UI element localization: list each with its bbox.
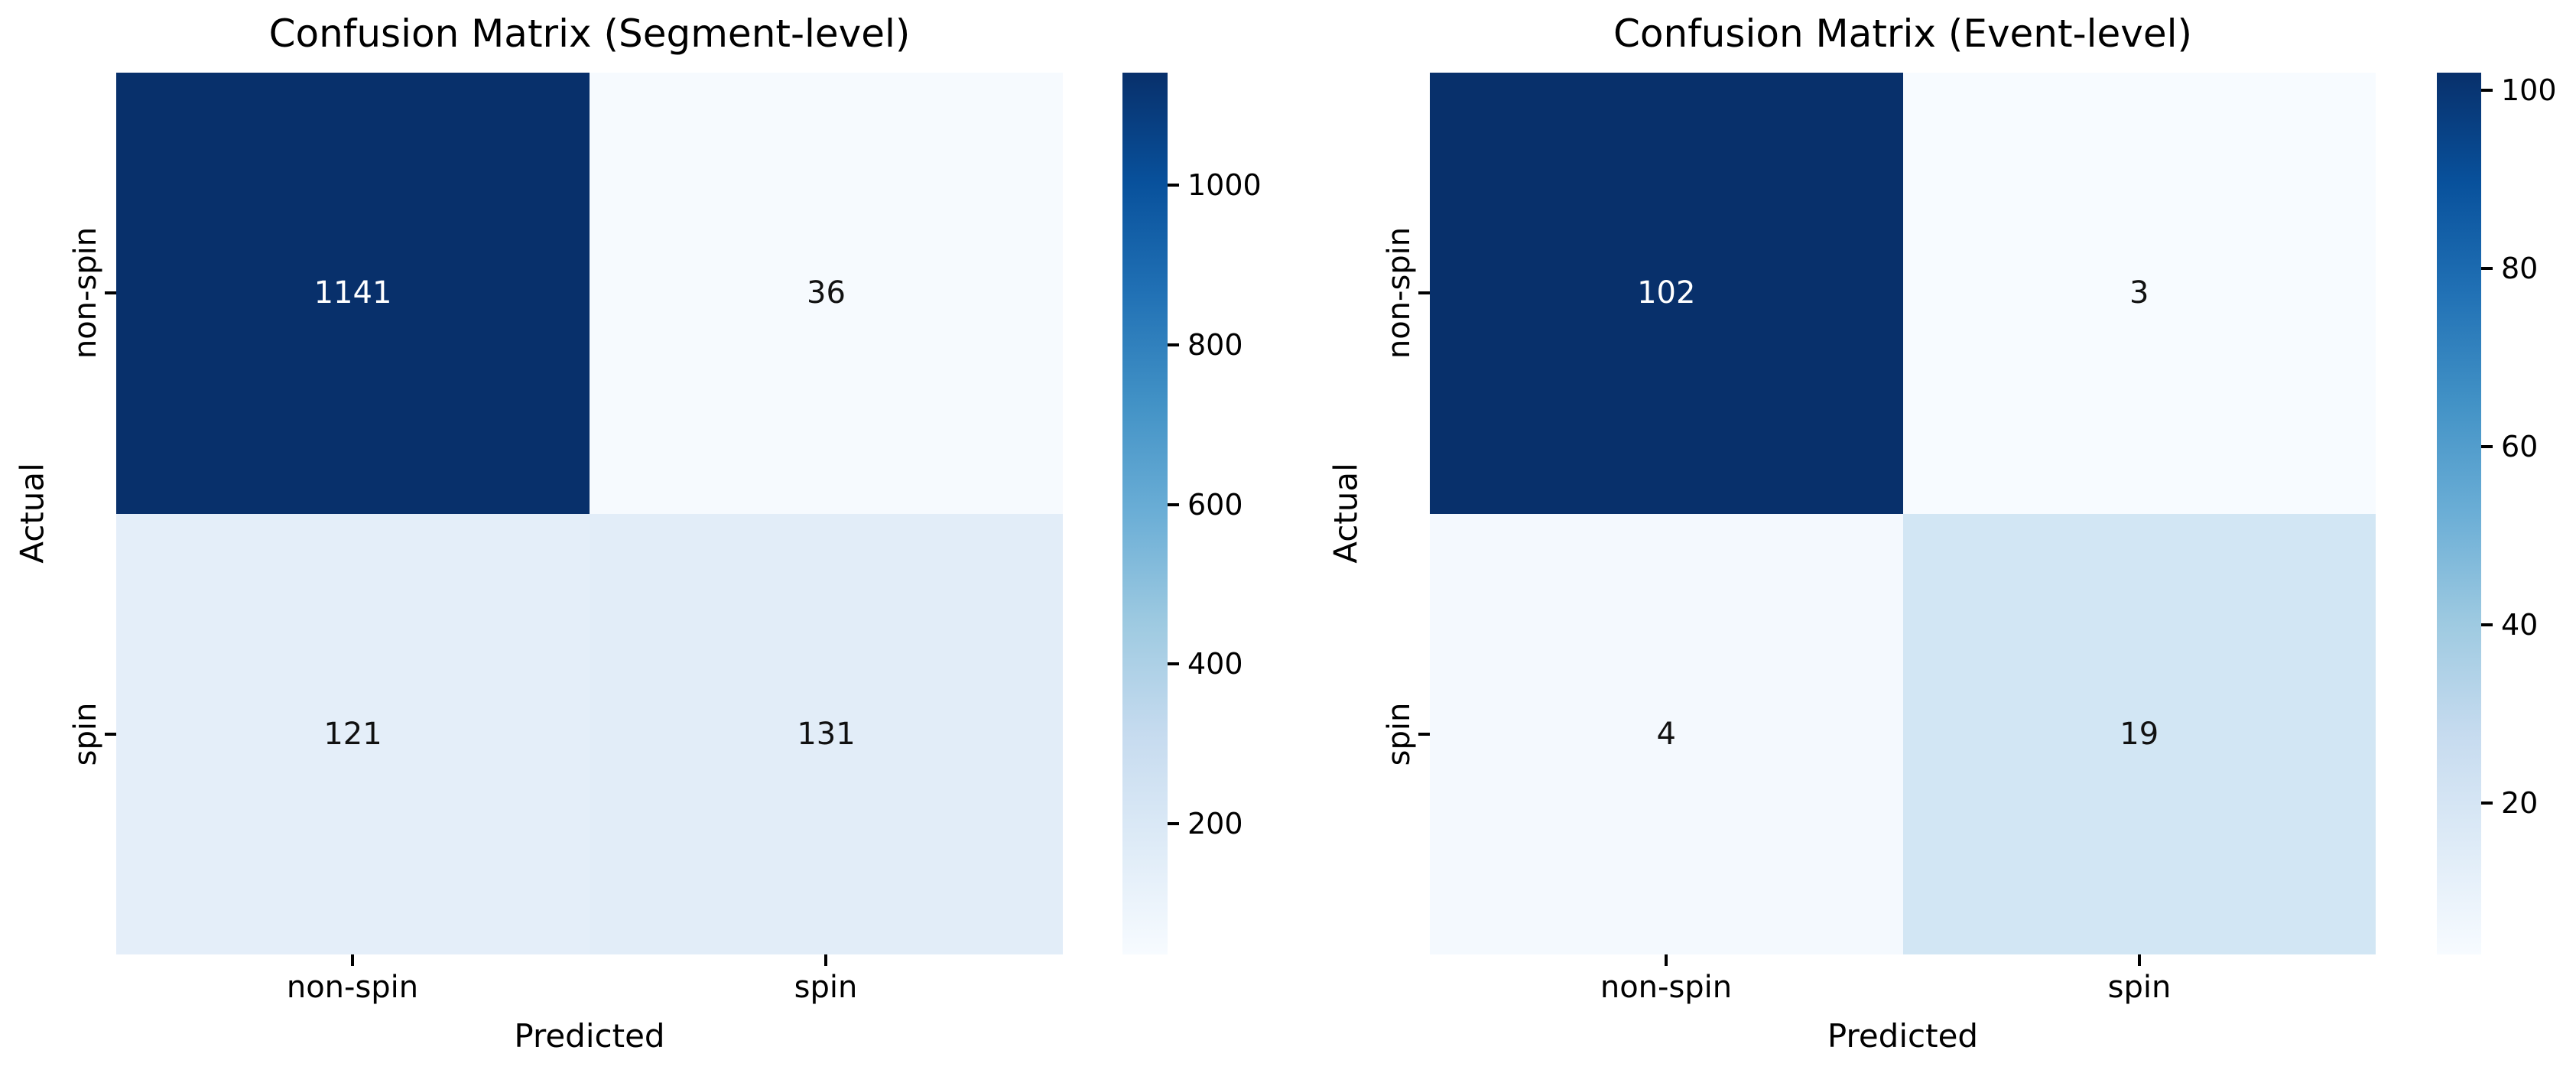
cell-value: 131 bbox=[797, 716, 856, 752]
heatmap-grid: 1141 36 121 131 bbox=[116, 73, 1063, 954]
x-tick-mark bbox=[824, 954, 827, 966]
x-tick-label: spin bbox=[794, 970, 858, 1005]
cell-value: 19 bbox=[2120, 716, 2159, 752]
y-tick-mark bbox=[105, 291, 116, 294]
cell-value: 102 bbox=[1637, 275, 1696, 311]
colorbar-tick-mark bbox=[1168, 503, 1179, 506]
colorbar bbox=[1122, 73, 1168, 954]
colorbar-tick-label: 20 bbox=[2501, 786, 2539, 820]
colorbar-tick-label: 600 bbox=[1187, 488, 1243, 522]
colorbar-tick-mark bbox=[1168, 662, 1179, 665]
y-axis-label: Actual bbox=[1327, 463, 1365, 564]
colorbar-tick-mark bbox=[2481, 623, 2493, 626]
y-tick-mark bbox=[105, 733, 116, 736]
cell-value: 121 bbox=[323, 716, 382, 752]
x-tick-label: non-spin bbox=[1600, 970, 1733, 1005]
colorbar-tick-mark bbox=[2481, 801, 2493, 805]
y-tick-label: non-spin bbox=[68, 226, 103, 359]
x-tick-mark bbox=[1665, 954, 1668, 966]
x-tick-mark bbox=[2138, 954, 2141, 966]
colorbar-tick-mark bbox=[1168, 822, 1179, 825]
chart-title: Confusion Matrix (Segment-level) bbox=[268, 11, 911, 56]
x-tick-label: spin bbox=[2107, 970, 2172, 1005]
heatmap-cell: 121 bbox=[116, 513, 590, 954]
colorbar-tick-label: 100 bbox=[2501, 73, 2557, 107]
heatmap-cell: 36 bbox=[590, 73, 1063, 514]
y-tick-label: non-spin bbox=[1382, 226, 1417, 359]
x-tick-mark bbox=[351, 954, 354, 966]
heatmap-cell: 131 bbox=[590, 513, 1063, 954]
colorbar-tick-mark bbox=[1168, 343, 1179, 346]
colorbar bbox=[2437, 73, 2481, 954]
colorbar-tick-mark bbox=[2481, 89, 2493, 92]
colorbar-tick-mark bbox=[2481, 267, 2493, 270]
heatmap-cell: 1141 bbox=[116, 73, 590, 514]
colorbar-tick-label: 80 bbox=[2501, 252, 2539, 285]
colorbar-tick-label: 400 bbox=[1187, 647, 1243, 681]
x-axis-label: Predicted bbox=[1827, 1017, 1979, 1055]
y-tick-mark bbox=[1418, 733, 1430, 736]
cell-value: 1141 bbox=[313, 275, 392, 311]
x-tick-label: non-spin bbox=[286, 970, 419, 1005]
y-tick-label: spin bbox=[68, 702, 103, 766]
x-axis-label: Predicted bbox=[514, 1017, 665, 1055]
colorbar-tick-mark bbox=[1168, 184, 1179, 187]
heatmap-grid: 102 3 4 19 bbox=[1430, 73, 2376, 954]
colorbar-tick-mark bbox=[2481, 445, 2493, 448]
cell-value: 36 bbox=[807, 275, 846, 311]
cell-value: 4 bbox=[1656, 716, 1676, 752]
cell-value: 3 bbox=[2129, 275, 2149, 311]
colorbar-tick-label: 200 bbox=[1187, 807, 1243, 841]
heatmap-cell: 3 bbox=[1902, 73, 2376, 514]
colorbar-tick-label: 60 bbox=[2501, 430, 2539, 463]
heatmap-cell: 102 bbox=[1430, 73, 1903, 514]
heatmap-cell: 19 bbox=[1902, 513, 2376, 954]
y-axis-label: Actual bbox=[13, 463, 51, 564]
chart-title: Confusion Matrix (Event-level) bbox=[1613, 11, 2193, 56]
heatmap-cell: 4 bbox=[1430, 513, 1903, 954]
colorbar-tick-label: 800 bbox=[1187, 328, 1243, 362]
y-tick-mark bbox=[1418, 291, 1430, 294]
colorbar-tick-label: 40 bbox=[2501, 608, 2539, 642]
y-tick-label: spin bbox=[1382, 702, 1417, 766]
colorbar-tick-label: 1000 bbox=[1187, 168, 1262, 202]
